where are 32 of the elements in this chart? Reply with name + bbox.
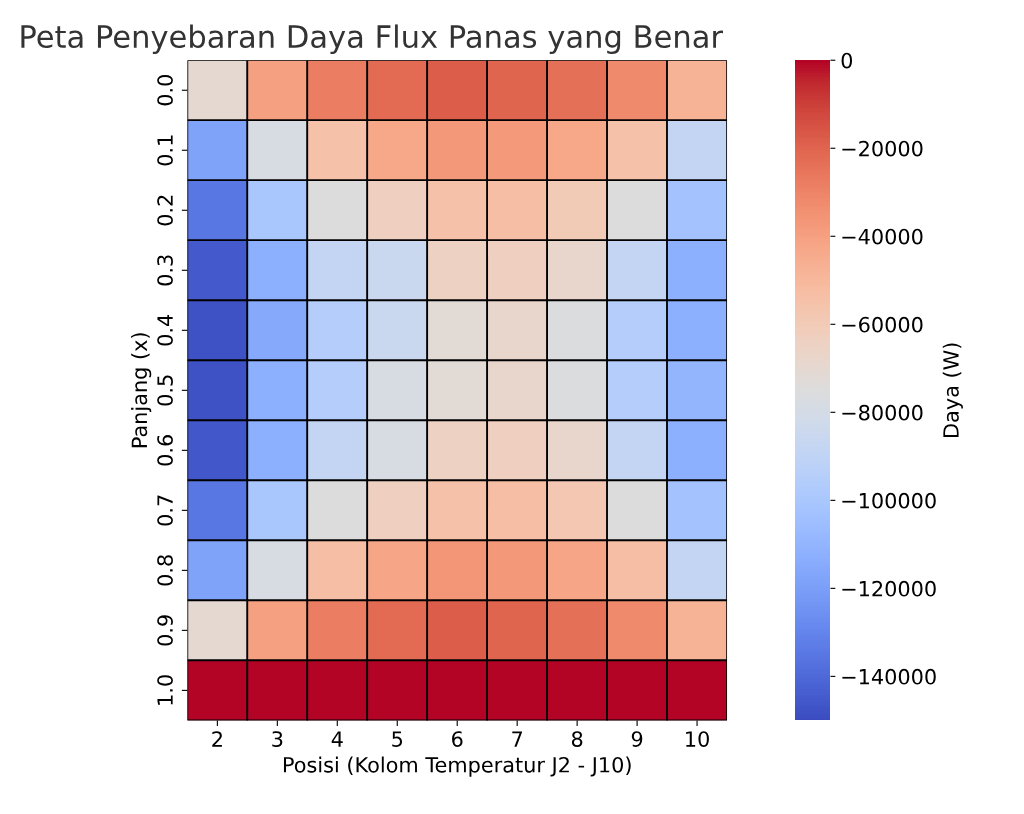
color-bar-label: −20000: [842, 140, 923, 157]
x-axis-title: Posisi (Kolom Temperatur J2 - J10): [283, 756, 631, 777]
x-tick-label: 8: [571, 731, 583, 747]
y-tick-label: 0.2: [157, 195, 173, 226]
color-bar-label: −140000: [842, 668, 936, 685]
y-tick-label: 0.7: [157, 495, 173, 526]
chart-title: Peta Penyebaran Daya Flux Panas yang Benar: [21, 24, 723, 54]
color-bar-title: Daya (W): [942, 343, 963, 437]
color-bar-label: −100000: [842, 492, 936, 509]
y-axis-title: Panjang (x): [131, 333, 152, 448]
y-tick-label: 0.0: [157, 75, 173, 106]
x-tick-label: 9: [631, 731, 643, 747]
color-bar-label: −80000: [842, 404, 923, 421]
y-tick-label: 0.6: [157, 435, 173, 466]
y-tick-label: 1.0: [157, 675, 173, 705]
x-tick-label: 10: [686, 731, 709, 747]
y-tick-label: 0.1: [157, 135, 173, 166]
y-tick-label: 0.3: [157, 255, 173, 286]
x-tick-label: 3: [272, 731, 283, 747]
y-tick-label: 0.5: [157, 375, 173, 406]
y-tick-label: 0.9: [157, 615, 173, 646]
color-bar-label: 0: [841, 52, 853, 69]
x-tick-label: 4: [331, 731, 343, 747]
y-tick-label: 0.8: [157, 555, 173, 586]
x-tick-label: 7: [512, 731, 523, 747]
x-tick-label: 5: [392, 731, 403, 747]
color-bar-label: −120000: [842, 580, 936, 597]
color-bar-label: −40000: [842, 228, 923, 245]
x-tick-label: 6: [452, 731, 463, 747]
color-bar-label: −60000: [842, 316, 923, 333]
y-tick-label: 0.4: [157, 314, 173, 346]
x-tick-label: 2: [212, 731, 222, 747]
